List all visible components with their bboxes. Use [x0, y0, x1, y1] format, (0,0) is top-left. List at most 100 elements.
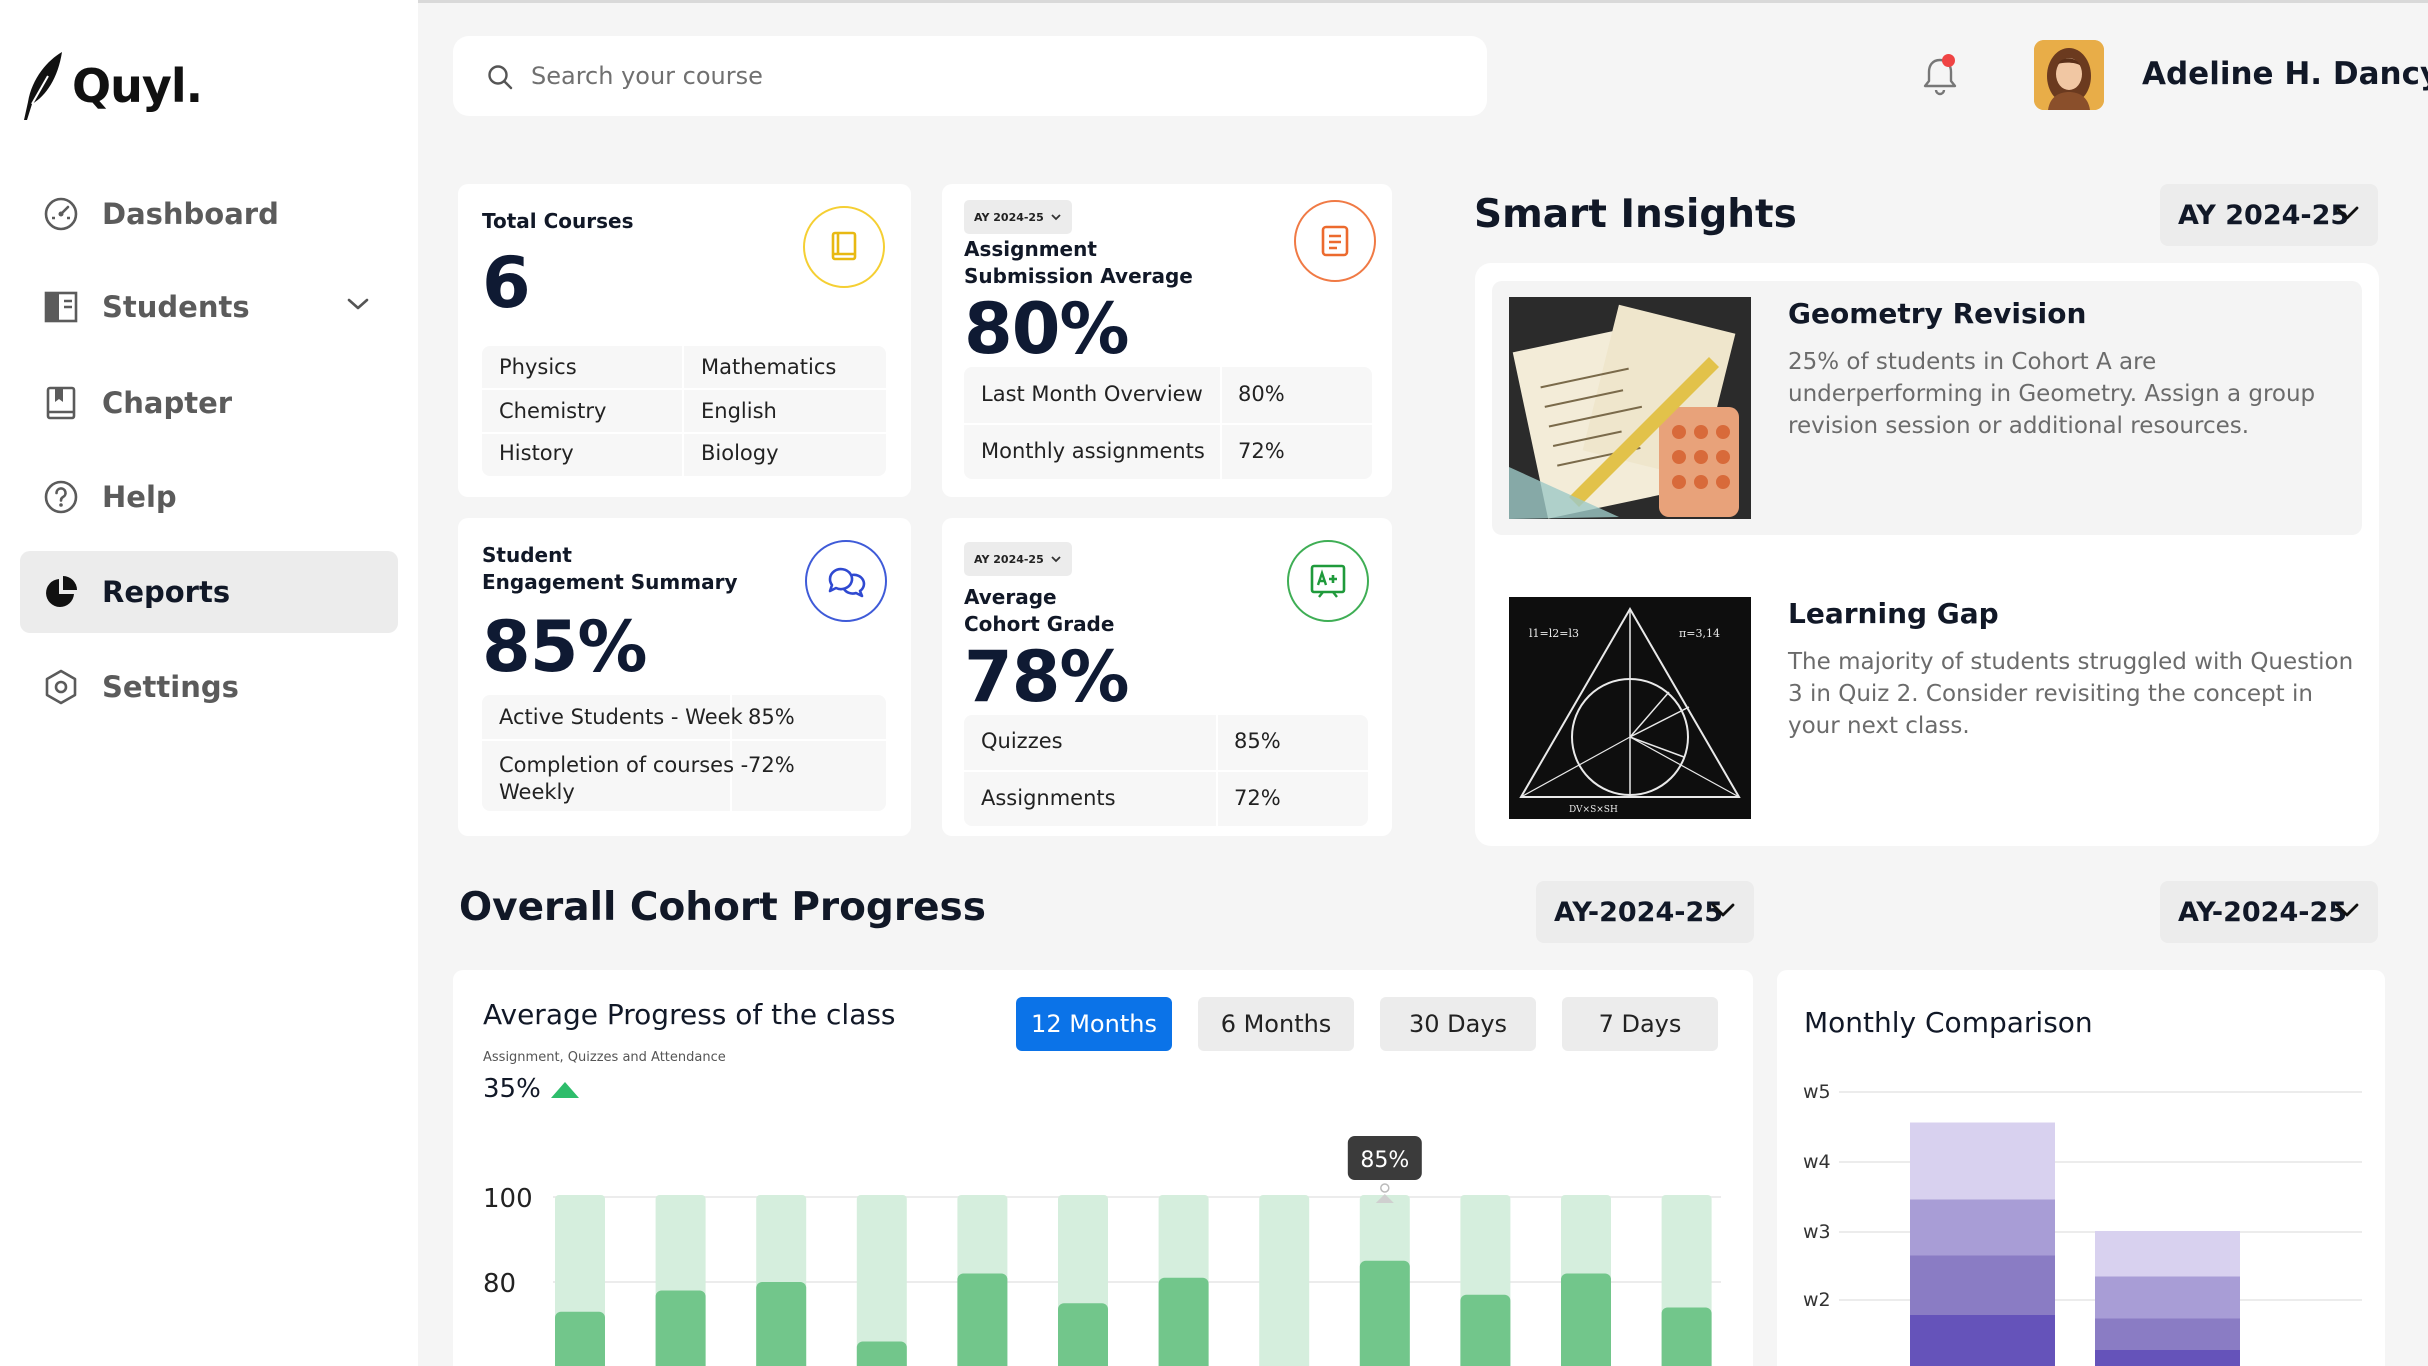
tab-7-days[interactable]: 7 Days: [1562, 997, 1718, 1051]
stack-segment: [2095, 1350, 2240, 1366]
stack-segment: [1910, 1255, 2055, 1315]
card-title-line-2: Cohort Grade: [964, 612, 1115, 636]
bar-value: [1460, 1294, 1511, 1366]
ay-selector[interactable]: AY 2024-25: [964, 542, 1072, 576]
stack-segment: [2095, 1276, 2240, 1319]
bar-background: [1561, 1195, 1611, 1366]
sidebar-item-label: Dashboard: [102, 197, 279, 231]
bar-value: [1661, 1307, 1712, 1366]
average-progress-card: Average Progress of the class Assignment…: [453, 970, 1753, 1366]
dropdown-label: AY-2024-25: [2178, 897, 2348, 928]
search-input[interactable]: [531, 54, 1431, 98]
cohort-grade-card: AY 2024-25 Average Cohort Grade 78% Quiz…: [942, 518, 1392, 836]
bar-value: [756, 1282, 807, 1366]
card-title-line-1: Assignment: [964, 237, 1097, 261]
dropdown-label: AY-2024-25: [1554, 897, 1724, 928]
settings-icon: [42, 668, 80, 706]
bar-background: [1058, 1195, 1108, 1366]
sidebar-item-students[interactable]: Students: [20, 266, 398, 348]
search-icon: [488, 65, 513, 90]
help-circle-icon: [42, 478, 80, 516]
row-label: Completion of courses -: [499, 753, 749, 777]
row-label: Quizzes: [981, 729, 1063, 753]
insight-body: The majority of students struggled with …: [1788, 649, 2354, 739]
course-name: Biology: [701, 441, 779, 465]
tooltip-pointer: [1375, 1194, 1394, 1203]
document-icon: [1294, 200, 1376, 282]
card-value: 78%: [964, 636, 1130, 718]
bar-background: [856, 1195, 907, 1366]
comparison-ay-dropdown[interactable]: AY-2024-25: [2160, 881, 2378, 943]
ay-selector[interactable]: AY 2024-25: [964, 200, 1072, 234]
sidebar-item-label: Help: [102, 480, 177, 514]
tooltip-box: [1347, 1136, 1422, 1180]
bar-background: [655, 1195, 706, 1366]
course-name: Chemistry: [499, 399, 607, 423]
row-value: 72%: [1234, 786, 1281, 810]
chalkboard-geometry-image: l1=l2=l3 π=3,14 DV×S×SH: [1509, 597, 1751, 819]
top-border: [34, 0, 2428, 3]
students-icon: [42, 288, 80, 326]
sidebar-item-dashboard[interactable]: Dashboard: [20, 173, 398, 255]
row-label: Assignments: [981, 786, 1116, 810]
bar-background: [1661, 1195, 1712, 1366]
row-label-continued: Weekly: [499, 780, 575, 804]
avatar[interactable]: [2034, 40, 2104, 110]
bar-background: [1158, 1195, 1209, 1366]
y-tick-label: w4: [1803, 1151, 1831, 1173]
smart-insights-panel: Geometry Revision 25% of students in Coh…: [1475, 263, 2379, 846]
insights-ay-dropdown[interactable]: AY 2024-25: [2160, 184, 2378, 246]
svg-text:l1=l2=l3: l1=l2=l3: [1529, 627, 1579, 640]
chevron-down-icon[interactable]: [346, 296, 370, 316]
chart-title: Average Progress of the class: [483, 998, 896, 1031]
chat-bubbles-icon: [805, 540, 887, 622]
bar-background: [555, 1195, 605, 1366]
card-title: Total Courses: [482, 209, 634, 233]
tab-6-months[interactable]: 6 Months: [1198, 997, 1354, 1051]
sidebar-item-reports[interactable]: Reports: [20, 551, 398, 633]
tab-30-days[interactable]: 30 Days: [1380, 997, 1536, 1051]
insight-title: Learning Gap: [1788, 597, 1999, 630]
assignment-table: Last Month Overview 80% Monthly assignme…: [964, 367, 1372, 479]
trend-up-icon: [551, 1082, 579, 1098]
bar-tooltip: 85%: [1347, 1136, 1422, 1203]
bar-background: [1259, 1195, 1310, 1366]
bar-value: [655, 1290, 706, 1366]
card-value: 6: [482, 242, 531, 324]
card-title-line-2: Engagement Summary: [482, 570, 738, 594]
sidebar-item-chapter[interactable]: Chapter: [20, 362, 398, 444]
stack-segment: [2095, 1231, 2240, 1277]
ay-label: AY 2024-25: [974, 552, 1044, 566]
sidebar: Quyl. Dashboard Students Chapter Help Re…: [0, 0, 418, 1366]
tab-12-months[interactable]: 12 Months: [1016, 997, 1172, 1051]
chart-title: Monthly Comparison: [1804, 1006, 2093, 1039]
total-courses-card: Total Courses 6 Physics Mathematics Chem…: [458, 184, 911, 497]
stack-segment: [1910, 1122, 2055, 1200]
sidebar-item-settings[interactable]: Settings: [20, 646, 398, 728]
tooltip-marker: [1380, 1183, 1390, 1193]
y-tick-label: w5: [1803, 1081, 1831, 1103]
cohort-ay-dropdown[interactable]: AY-2024-25: [1536, 881, 1754, 943]
chart-subtitle: Assignment, Quizzes and Attendance: [483, 1050, 726, 1065]
row-label: Active Students - Week: [499, 705, 743, 729]
sidebar-item-label: Settings: [102, 670, 239, 704]
brand-logo[interactable]: Quyl.: [18, 50, 203, 122]
bar-value: [957, 1273, 1008, 1366]
bookmark-book-icon: [42, 384, 80, 422]
card-title-line-1: Average: [964, 585, 1057, 609]
search-bar[interactable]: [453, 36, 1487, 116]
svg-text:π=3,14: π=3,14: [1679, 627, 1720, 640]
user-name[interactable]: Adeline H. Dancy: [2142, 56, 2428, 92]
geometry-tools-image: [1509, 297, 1751, 519]
bar-background: [1359, 1195, 1410, 1366]
notification-badge: [1942, 54, 1955, 67]
insight-item[interactable]: Geometry Revision 25% of students in Coh…: [1492, 281, 2362, 535]
monthly-comparison-card: Monthly Comparison w2 w3 w4 w5: [1777, 970, 2385, 1366]
y-tick-label: 80: [483, 1269, 516, 1299]
bar-background: [957, 1195, 1008, 1366]
bar-value: [1058, 1303, 1108, 1366]
bar-value: [1158, 1277, 1209, 1366]
row-value: 72%: [748, 753, 795, 777]
sidebar-item-help[interactable]: Help: [20, 456, 398, 538]
insight-item[interactable]: l1=l2=l3 π=3,14 DV×S×SH Learning Gap The…: [1492, 581, 2362, 835]
